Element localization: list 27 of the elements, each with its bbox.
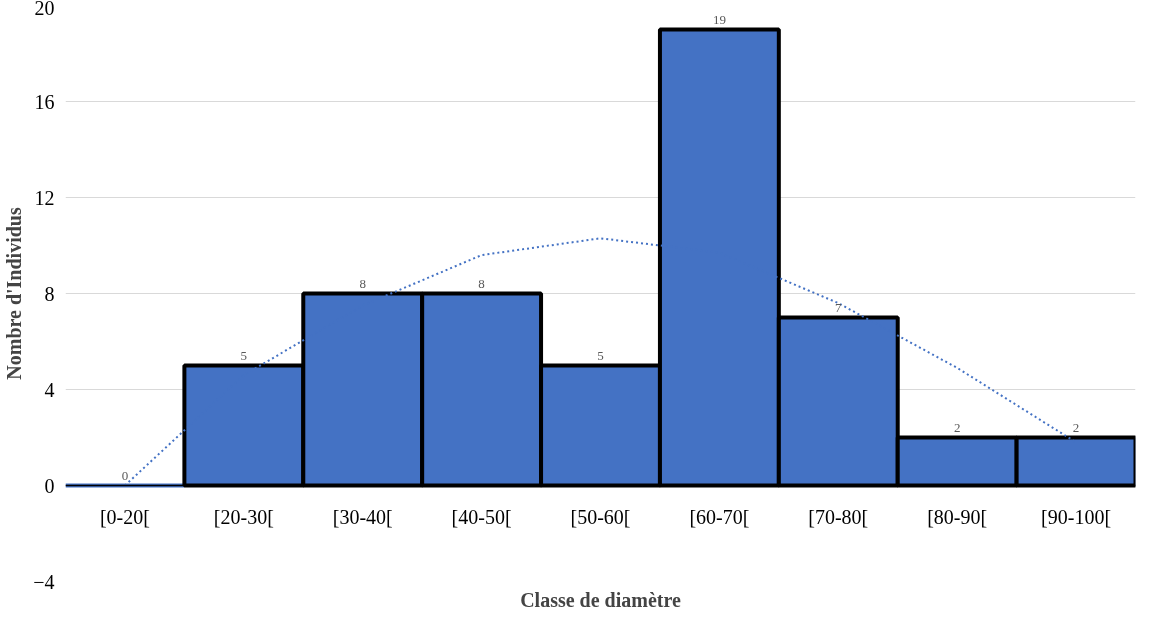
data-label: 2 (953, 419, 961, 435)
x-tick-label: [30-40[ (332, 505, 393, 528)
y-tick-label: −4 (33, 570, 55, 593)
x-tick-label: [50-60[ (570, 505, 631, 528)
y-tick-label: 4 (44, 378, 55, 401)
data-label: 19 (712, 11, 726, 27)
data-label: 0 (121, 467, 129, 483)
y-axis-title: Nombre d'Individus (3, 207, 26, 380)
data-label: 8 (359, 275, 366, 291)
x-tick-label: [0-20[ (99, 505, 150, 528)
y-tick-label: 12 (34, 186, 55, 209)
y-tick-label: 0 (44, 474, 55, 497)
x-tick-label: [60-70[ (689, 505, 750, 528)
x-tick-label: [40-50[ (451, 505, 512, 528)
x-axis-title: Classe de diamètre (520, 588, 681, 611)
data-label: 2 (1072, 419, 1080, 435)
x-tick-label: [80-90[ (927, 505, 988, 528)
x-tick-label: [90-100[ (1041, 505, 1112, 528)
x-tick-label: [20-30[ (213, 505, 274, 528)
y-tick-label: 16 (34, 90, 55, 113)
y-tick-label: 20 (34, 0, 55, 19)
data-label: 5 (240, 347, 248, 363)
y-tick-label: 8 (44, 282, 55, 305)
data-label: 7 (835, 299, 843, 315)
data-label: 8 (478, 275, 485, 291)
data-label: 5 (597, 347, 604, 363)
x-tick-label: [70-80[ (808, 505, 869, 528)
